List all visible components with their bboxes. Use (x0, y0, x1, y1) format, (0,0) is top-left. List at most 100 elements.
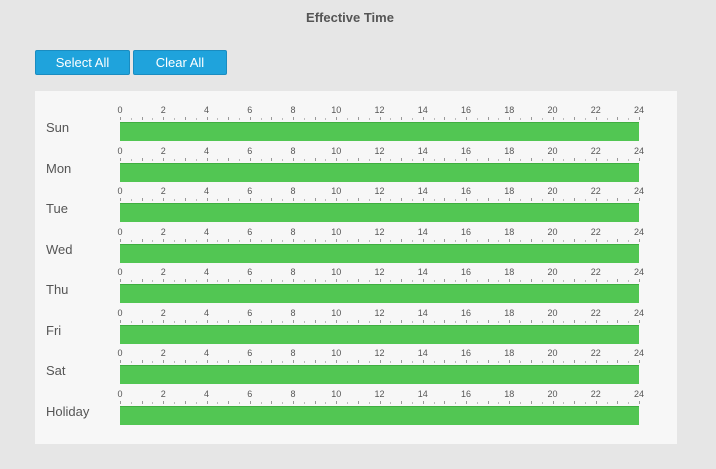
hour-tick-mark (163, 157, 164, 161)
hour-tick-mark (336, 279, 337, 282)
hour-tick-label: 14 (417, 348, 428, 358)
hour-tick-mark (336, 157, 337, 161)
hour-tick-label: 2 (160, 267, 166, 277)
hour-tick-label: 6 (247, 226, 253, 237)
day-label: Sat (46, 363, 66, 378)
hour-tick-mark (498, 239, 499, 242)
hour-tick-mark (520, 401, 521, 404)
time-range-bar[interactable] (120, 162, 639, 182)
hour-tick-mark (131, 361, 132, 363)
hour-tick-mark (477, 401, 478, 404)
schedule-row-tue: Tue 0 2 4 6 8 10 12 14 16 18 20 22 24 (35, 172, 677, 222)
hour-tick-mark (412, 361, 413, 363)
hour-tick-mark (304, 239, 305, 242)
hour-tick-mark (304, 320, 305, 323)
hour-tick-mark (434, 239, 435, 242)
hour-tick-mark (369, 118, 370, 120)
hour-tick-label: 4 (203, 388, 209, 399)
hour-tick-mark (596, 360, 597, 363)
hour-tick-label: 14 (417, 105, 428, 115)
hour-tick-mark (120, 360, 121, 363)
hour-tick-label: 8 (290, 226, 296, 237)
hour-tick-mark (131, 158, 132, 161)
hour-tick-mark (347, 199, 348, 201)
hour-tick-mark (358, 319, 359, 323)
hour-tick-mark (607, 199, 608, 201)
time-range-bar[interactable] (120, 122, 639, 141)
hour-tick-mark (455, 361, 456, 363)
hour-tick-mark (293, 360, 294, 363)
hour-tick-mark (488, 117, 489, 120)
hour-tick-label: 8 (290, 267, 296, 277)
hour-tick-mark (444, 157, 445, 161)
hour-tick-mark (250, 279, 251, 282)
time-range-bar[interactable] (120, 203, 639, 222)
hour-tick-mark (207, 198, 208, 201)
hour-tick-mark (120, 157, 121, 161)
hour-tick-label: 20 (547, 145, 558, 156)
hour-tick-mark (207, 319, 208, 323)
hour-tick-mark (401, 198, 402, 201)
day-label: Sun (46, 120, 70, 135)
select-all-button[interactable]: Select All (35, 50, 130, 75)
hour-tick-mark (444, 117, 445, 120)
hour-tick-mark (434, 199, 435, 201)
hour-tick-mark (196, 239, 197, 242)
hour-tick-mark (336, 117, 337, 120)
hour-tick-mark (207, 157, 208, 161)
hour-tick-mark (412, 158, 413, 161)
hour-tick-mark (628, 239, 629, 242)
hour-tick-mark (466, 400, 467, 404)
hour-tick-label: 12 (374, 145, 385, 156)
hour-tick-mark (639, 238, 640, 242)
hour-tick-mark (196, 280, 197, 282)
hour-tick-label: 24 (633, 267, 644, 277)
hour-tick-mark (412, 280, 413, 282)
hour-tick-label: 20 (547, 267, 558, 277)
hour-tick-mark (174, 239, 175, 242)
hour-tick-mark (542, 320, 543, 323)
time-range-bar[interactable] (120, 405, 639, 425)
hour-tick-mark (369, 199, 370, 201)
hour-tick-mark (239, 320, 240, 323)
hour-tick-mark (390, 239, 391, 242)
time-range-bar[interactable] (120, 243, 639, 263)
hour-tick-mark (315, 400, 316, 404)
hour-tick-mark (250, 400, 251, 404)
hour-tick-mark (380, 157, 381, 161)
time-range-bar[interactable] (120, 284, 639, 303)
hour-tick-mark (542, 199, 543, 201)
hour-tick-mark (304, 361, 305, 363)
day-label: Wed (46, 241, 73, 257)
hour-tick-mark (271, 238, 272, 242)
hour-tick-mark (315, 360, 316, 363)
hour-tick-mark (531, 117, 532, 120)
hour-tick-mark (325, 320, 326, 323)
clear-all-button[interactable]: Clear All (133, 50, 227, 75)
hour-tick-label: 0 (117, 186, 123, 196)
hour-tick-label: 0 (117, 267, 123, 277)
hour-tick-mark (325, 361, 326, 363)
hour-tick-mark (250, 198, 251, 201)
hour-tick-mark (531, 400, 532, 404)
hour-tick-mark (271, 279, 272, 282)
hour-tick-label: 16 (460, 267, 471, 277)
hour-tick-mark (585, 239, 586, 242)
hour-tick-mark (542, 361, 543, 363)
hour-tick-mark (217, 118, 218, 120)
hour-tick-mark (196, 118, 197, 120)
hour-tick-mark (563, 158, 564, 161)
hour-tick-label: 22 (590, 145, 601, 156)
hour-tick-mark (639, 117, 640, 120)
schedule-row-wed: Wed 0 2 4 6 8 10 12 14 16 18 20 22 24 (35, 213, 677, 263)
hour-tick-mark (174, 401, 175, 404)
hour-tick-label: 2 (160, 388, 166, 399)
hour-tick-label: 0 (117, 105, 123, 115)
hour-tick-label: 16 (460, 348, 471, 358)
hour-tick-label: 10 (331, 267, 342, 277)
time-range-bar[interactable] (120, 324, 639, 344)
hour-tick-mark (239, 280, 240, 282)
time-range-bar[interactable] (120, 365, 639, 384)
hour-tick-mark (553, 117, 554, 120)
hour-tick-mark (293, 319, 294, 323)
